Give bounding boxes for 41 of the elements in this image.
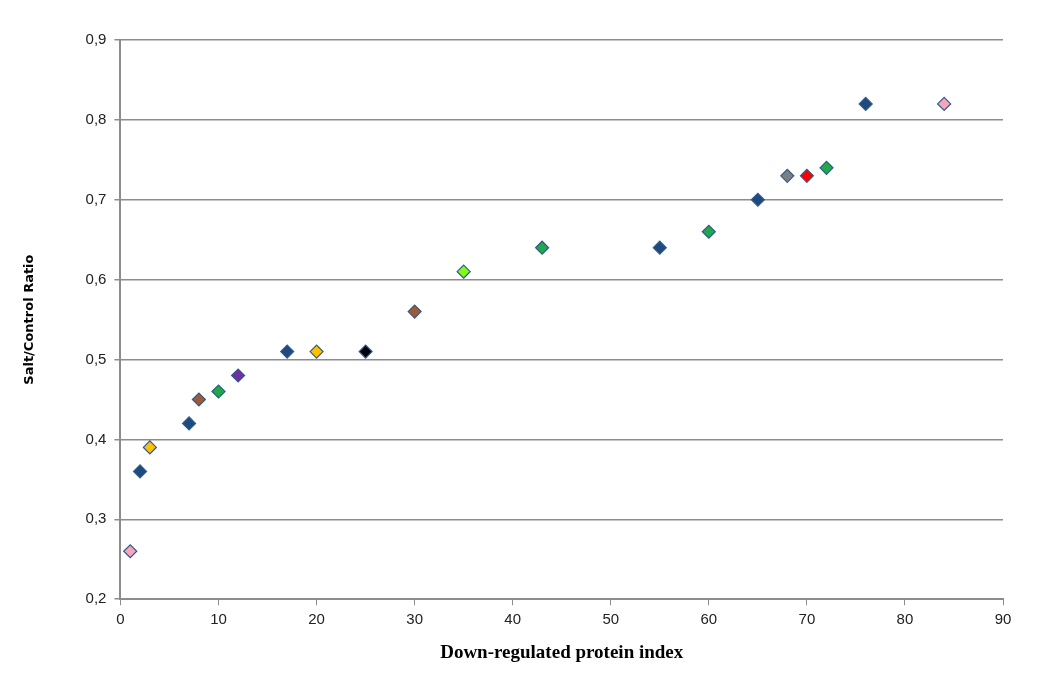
point bbox=[182, 416, 197, 431]
y-tick-label: 0,2 bbox=[85, 589, 107, 607]
point bbox=[780, 168, 795, 183]
point bbox=[211, 384, 226, 399]
point bbox=[123, 544, 138, 559]
point bbox=[456, 264, 471, 279]
y-tick-label: 0,5 bbox=[85, 349, 107, 367]
x-tick-label: 30 bbox=[406, 610, 423, 628]
y-tick-label: 0,6 bbox=[85, 269, 107, 287]
y-tick-label: 0,9 bbox=[85, 30, 107, 48]
point bbox=[191, 392, 206, 407]
point bbox=[937, 96, 952, 112]
point bbox=[652, 240, 667, 255]
point bbox=[407, 304, 422, 319]
point bbox=[819, 160, 834, 175]
point bbox=[280, 344, 295, 359]
point bbox=[799, 168, 814, 183]
x-tick-label: 50 bbox=[602, 610, 620, 628]
x-tick-label: 20 bbox=[308, 610, 325, 628]
y-tick-label: 0,4 bbox=[85, 429, 107, 447]
y-tick-label: 0,7 bbox=[85, 189, 107, 207]
x-tick-label: 0 bbox=[116, 610, 125, 628]
point bbox=[231, 368, 246, 383]
point bbox=[309, 344, 324, 359]
point bbox=[701, 224, 716, 239]
x-tick-label: 60 bbox=[700, 610, 718, 628]
point bbox=[142, 440, 157, 455]
point bbox=[358, 344, 373, 359]
y-tick-label: 0,3 bbox=[85, 509, 107, 527]
x-axis-title: Down-regulated protein index bbox=[440, 640, 684, 662]
point bbox=[535, 240, 550, 255]
x-tick-label: 70 bbox=[798, 610, 816, 628]
point bbox=[858, 96, 873, 112]
x-tick-label: 90 bbox=[994, 610, 1012, 628]
x-tick-label: 10 bbox=[210, 610, 227, 628]
y-tick-label: 0,8 bbox=[85, 110, 107, 128]
point bbox=[750, 192, 765, 207]
x-tick-label: 80 bbox=[896, 610, 914, 628]
x-tick-label: 40 bbox=[504, 610, 522, 628]
point bbox=[132, 464, 148, 479]
y-axis-title: Salt/Control Ratio bbox=[21, 254, 37, 385]
